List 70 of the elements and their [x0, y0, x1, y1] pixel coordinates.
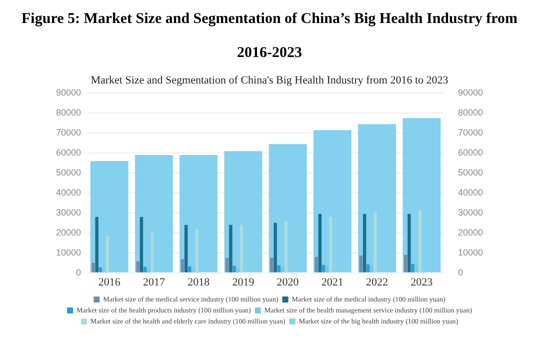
chart-subtitle: Market Size and Segmentation of China's Big Health Industry from 2016 to 2023: [90, 74, 449, 86]
bar: [418, 210, 422, 272]
y-tick-label: 10000: [56, 247, 82, 258]
y-tick-label: 70000: [56, 128, 82, 138]
y-tick-label: 20000: [56, 227, 82, 238]
y-tick-label: 40000: [56, 187, 82, 198]
x-tick-label: 2023: [410, 276, 434, 288]
y2-tick-label: 30000: [458, 207, 484, 218]
bar: [359, 256, 363, 272]
y2-tick-label: 80000: [458, 108, 484, 118]
bar: [195, 228, 198, 272]
bar: [362, 214, 366, 272]
bar: [224, 151, 262, 272]
y-tick-label: 90000: [56, 88, 82, 98]
bar: [404, 254, 408, 272]
bar: [408, 214, 411, 272]
bar: [268, 144, 307, 272]
bar: [232, 266, 236, 272]
bar: [226, 258, 229, 272]
x-tick-label: 2020: [276, 276, 300, 288]
bar: [314, 256, 318, 272]
y-tick-label: 60000: [56, 148, 82, 158]
x-tick-label: 2017: [142, 276, 166, 288]
y-tick-label: 50000: [56, 168, 82, 178]
bar: [90, 161, 128, 272]
bar: [270, 258, 274, 272]
y2-tick-label: 90000: [458, 88, 484, 98]
bar: [188, 266, 192, 272]
chart-title: Figure 5: Market Size and Segmentation of China’s Big Health Industry from 2016-2023: [22, 11, 518, 61]
y2-tick-label: 40000: [458, 187, 484, 198]
bar: [284, 220, 288, 272]
y2-tick-label: 20000: [458, 227, 484, 238]
bar: [92, 262, 95, 272]
bar: [229, 224, 232, 272]
x-tick-label: 2022: [366, 276, 388, 288]
bar: [277, 265, 280, 272]
y2-tick-label: 70000: [458, 128, 484, 138]
bar: [106, 236, 110, 272]
bar: [411, 264, 414, 272]
bar: [180, 259, 184, 272]
bar: [274, 222, 277, 272]
bar: [136, 261, 140, 272]
y2-tick-label: 10000: [458, 247, 484, 258]
bar: [143, 266, 147, 272]
bar: [184, 224, 188, 272]
bar: [240, 224, 244, 272]
y-tick-label: 30000: [56, 207, 82, 218]
y2-tick-label: 0: [458, 267, 463, 278]
x-tick-label: 2021: [321, 276, 344, 288]
y-tick-label: 0: [76, 267, 82, 278]
bar: [329, 216, 332, 272]
bar: [134, 155, 173, 272]
bar: [318, 214, 322, 272]
bar: [366, 264, 370, 272]
x-tick-label: 2018: [188, 276, 210, 288]
y2-tick-label: 50000: [458, 168, 484, 178]
bar: [313, 130, 352, 272]
x-tick-label: 2016: [98, 276, 121, 288]
bar: [374, 212, 377, 272]
x-tick-label: 2019: [232, 276, 255, 288]
bar: [98, 267, 102, 272]
bar: [140, 216, 144, 272]
bar: [180, 155, 218, 272]
y2-tick-label: 60000: [458, 148, 484, 158]
bar: [402, 118, 441, 272]
bar: [358, 124, 396, 272]
bar: [95, 216, 98, 272]
bar: [150, 232, 154, 272]
bar: [322, 264, 326, 272]
y-tick-label: 80000: [56, 108, 82, 118]
